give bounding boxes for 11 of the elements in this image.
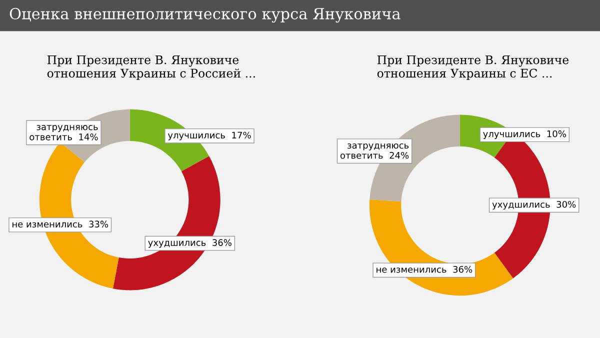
slice-label: затрудняюсь ответить 14% — [30, 125, 98, 140]
slice-label: не изменились 33% — [12, 220, 108, 228]
slice-label: ухудшились 30% — [492, 200, 576, 210]
slice-label: ухудшились 36% — [148, 239, 232, 248]
slice-label: затрудняюсь ответить 24% — [340, 143, 409, 159]
chart-subtitle: При Президенте В. Януковиче отношения Украины с Россией ... — [47, 55, 255, 80]
chart-subtitle: При Президенте В. Януковиче отношения Украины с ЕС ... — [377, 55, 569, 80]
slice-label: улучшились 10% — [483, 130, 566, 139]
slice-label: улучшились 17% — [168, 132, 251, 140]
slice-label: не изменились 36% — [376, 266, 472, 273]
chart-title: Оценка внешнеполитического курса Януковича — [10, 8, 400, 23]
